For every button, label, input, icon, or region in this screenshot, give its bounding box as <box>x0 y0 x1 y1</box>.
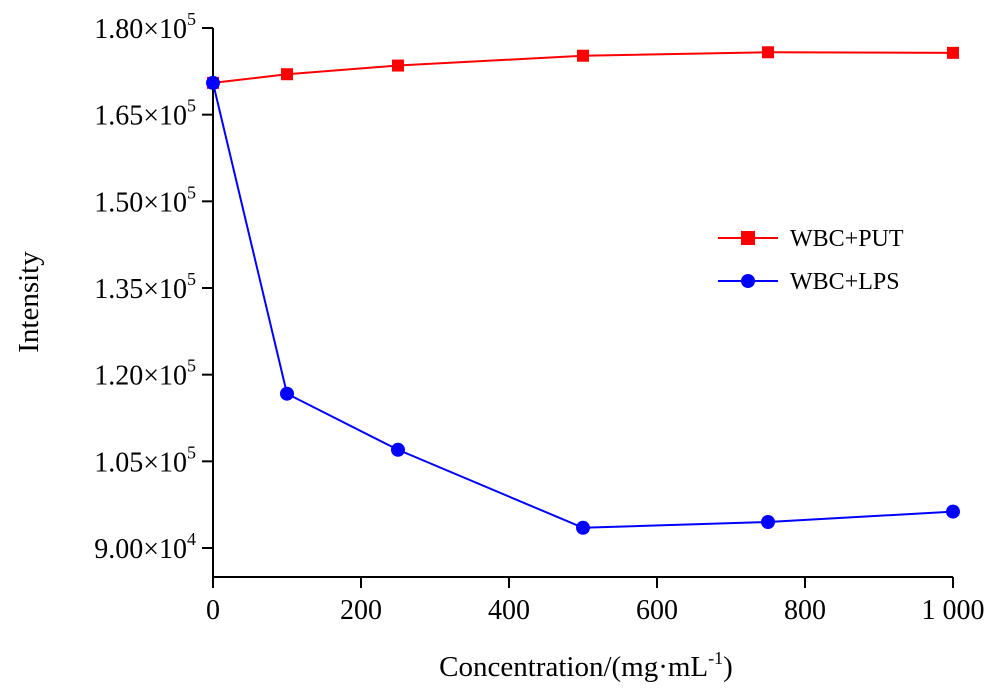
x-tick-label: 1 000 <box>922 595 985 626</box>
data-point-wbc-lps <box>280 386 294 401</box>
data-point-wbc-lps <box>391 442 405 457</box>
data-point-wbc-lps <box>946 504 960 519</box>
y-tick-label: 1.50×105 <box>94 182 196 218</box>
y-tick-label: 9.00×104 <box>94 529 196 565</box>
data-point-wbc-lps <box>206 75 220 90</box>
x-ticks: 0 200 400 600 800 1 000 <box>206 577 985 626</box>
x-axis-title-suffix: ) <box>723 651 733 683</box>
legend-item-wbc-put: WBC+PUT <box>718 226 904 252</box>
x-tick-label: 600 <box>636 595 678 626</box>
x-axis: 0 200 400 600 800 1 000 <box>206 576 985 626</box>
legend-label-wbc-put: WBC+PUT <box>790 226 904 252</box>
series-layer <box>206 46 960 535</box>
x-tick-label: 400 <box>488 595 530 626</box>
x-tick-label: 0 <box>206 595 220 626</box>
y-tick-label: 1.20×105 <box>94 356 196 392</box>
data-point-wbc-put <box>392 59 404 72</box>
legend-label-wbc-lps: WBC+LPS <box>790 269 900 295</box>
y-axis-title: Intensity <box>13 251 45 353</box>
legend-item-wbc-lps: WBC+LPS <box>718 269 900 295</box>
x-axis-title-main: Concentration/(mg·mL <box>439 651 708 683</box>
series-line-wbc-put <box>212 51 954 84</box>
data-point-wbc-put <box>281 68 293 81</box>
y-tick-label: 1.35×105 <box>94 269 196 305</box>
y-tick-label: 1.65×105 <box>94 96 196 132</box>
y-tick-label: 1.05×105 <box>94 442 196 478</box>
y-tick-label: 1.80×105 <box>94 9 196 45</box>
x-tick-label: 800 <box>784 595 826 626</box>
data-point-wbc-lps <box>761 515 775 529</box>
data-point-wbc-put <box>577 49 589 62</box>
data-point-wbc-put <box>762 46 774 59</box>
x-tick-label: 200 <box>340 595 382 626</box>
data-point-wbc-put <box>947 46 959 59</box>
y-ticks: 9.00×104 1.05×105 1.20×105 1.35×105 1.50×105… <box>94 9 213 565</box>
legend-marker-wbc-lps <box>741 274 755 288</box>
x-axis-title: Concentration/(mg·mL-1) <box>439 648 733 683</box>
x-axis-title-superscript: -1 <box>708 648 723 668</box>
legend-marker-wbc-put <box>741 231 755 245</box>
y-axis: 9.00×104 1.05×105 1.20×105 1.35×105 1.50×105… <box>94 9 214 577</box>
legend: WBC+PUT WBC+LPS <box>718 226 904 295</box>
data-point-wbc-lps <box>576 520 590 535</box>
series-line-wbc-lps <box>212 82 954 529</box>
